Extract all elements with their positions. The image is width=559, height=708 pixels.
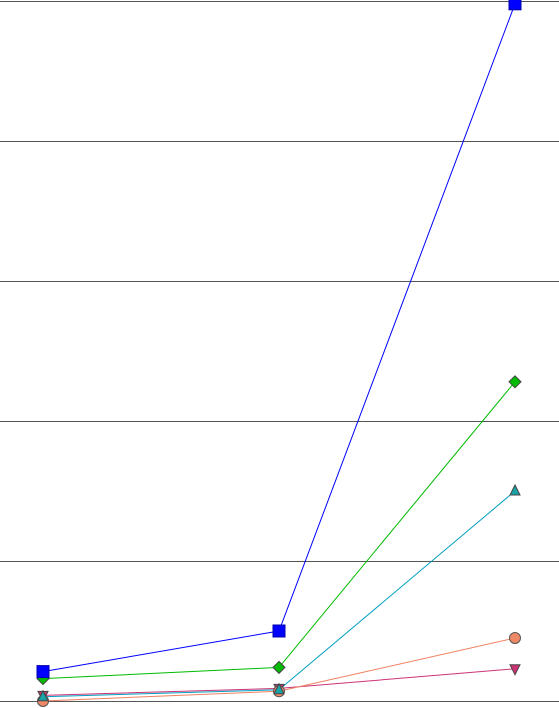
data-point-square-1: [36, 665, 50, 679]
series-layer: [36, 0, 522, 707]
series-markers: [36, 0, 522, 707]
data-point-diamond-2: [272, 660, 286, 675]
series-line-square: [42, 3, 516, 673]
data-point-diamond-3: [508, 375, 522, 389]
data-point-triangle-up-2: [273, 682, 285, 695]
data-point-square-3: [508, 0, 522, 11]
data-point-circle-3: [509, 632, 521, 644]
data-point-triangle-up-1: [37, 689, 49, 702]
data-point-triangle-down-3: [509, 664, 521, 676]
data-point-square-2: [272, 624, 286, 638]
data-point-triangle-up-3: [509, 483, 521, 496]
series-lines: [42, 3, 516, 702]
